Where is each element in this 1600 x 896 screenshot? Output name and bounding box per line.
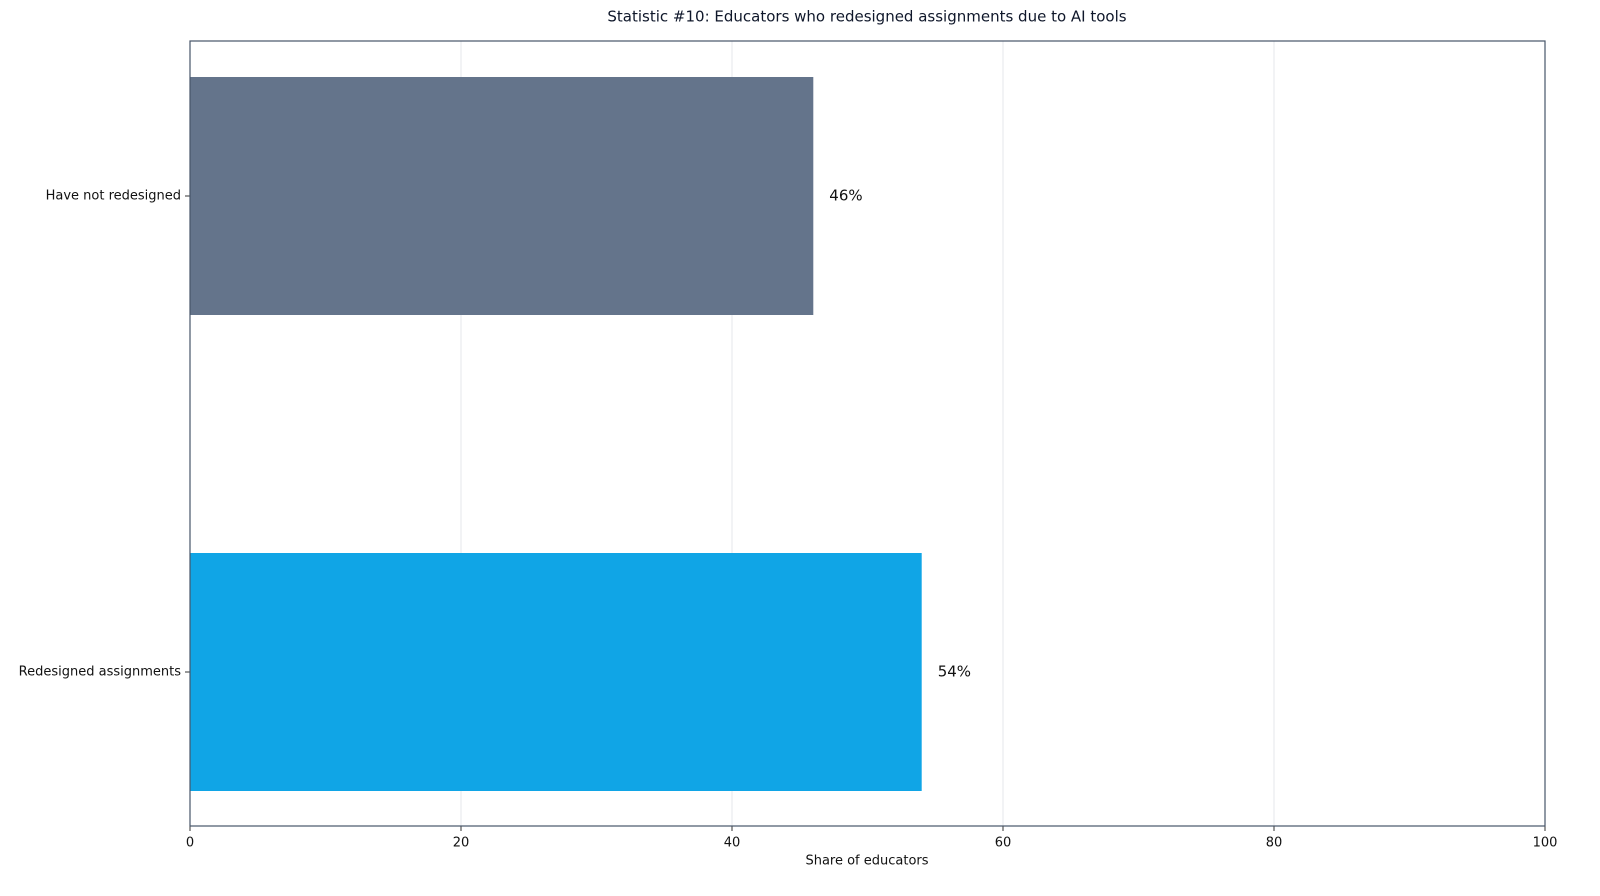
x-tick-label: 60: [995, 836, 1012, 851]
x-axis-label: Share of educators: [805, 854, 928, 869]
value-label: 46%: [829, 187, 862, 205]
x-tick-label: 0: [186, 836, 194, 851]
chart-title: Statistic #10: Educators who redesigned …: [607, 8, 1126, 26]
x-tick-label: 40: [724, 836, 741, 851]
plot-frame: [189, 40, 1546, 827]
bar: [190, 77, 814, 315]
x-tick-label: 80: [1266, 836, 1283, 851]
y-tick-label: Have not redesigned: [46, 189, 181, 204]
bar: [190, 553, 922, 791]
x-tick-label: 100: [1533, 836, 1558, 851]
value-label: 54%: [938, 663, 971, 681]
x-tick-label: 20: [453, 836, 470, 851]
y-tick-label: Redesigned assignments: [19, 665, 182, 680]
